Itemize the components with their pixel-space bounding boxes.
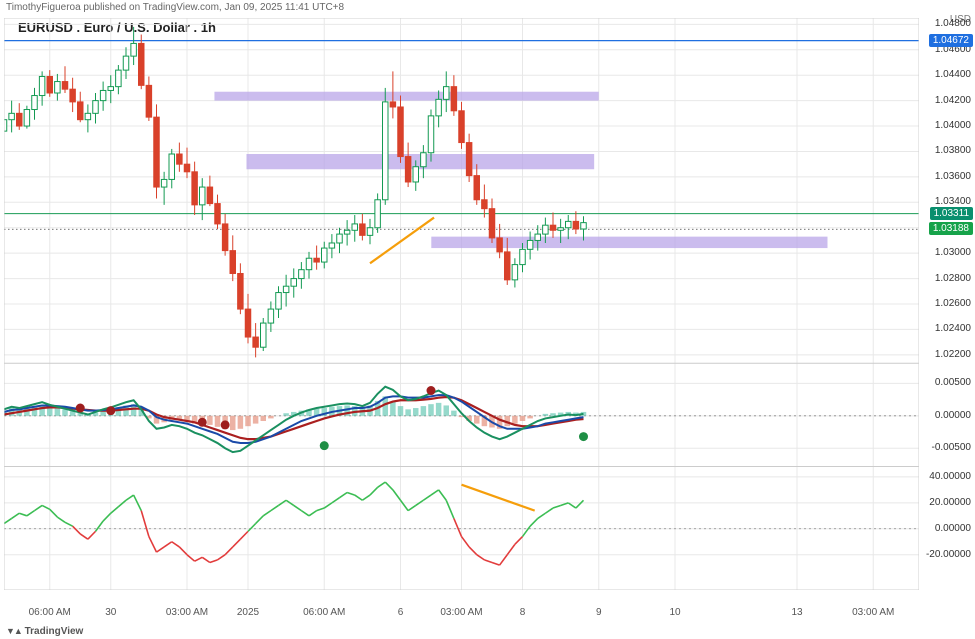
x-tick-label: 06:00 AM [29, 607, 71, 618]
tradingview-logo: ▼▲ TradingView [6, 626, 83, 637]
y-tick-label: 20.00000 [929, 497, 971, 508]
price-tag: 1.04672 [929, 34, 973, 47]
price-tag: 1.03311 [930, 207, 973, 220]
y-tick-label: 1.03600 [935, 171, 971, 182]
y-tick-label: 1.03800 [935, 145, 971, 156]
price-tag: 1.03188 [929, 222, 973, 235]
publish-header: TimothyFigueroa published on TradingView… [6, 2, 344, 13]
x-tick-label: 03:00 AM [166, 607, 208, 618]
x-tick-label: 13 [791, 607, 802, 618]
x-axis[interactable]: 06:00 AM 30 03:00 AM 2025 06:00 AM 6 03:00 AM 8… [4, 607, 923, 623]
y-tick-label: -0.00500 [932, 442, 971, 453]
x-tick-label: 06:00 AM [303, 607, 345, 618]
y-tick-label: -20.00000 [926, 549, 971, 560]
y-tick-label: 1.04400 [935, 69, 971, 80]
y-tick-label: 1.02600 [935, 298, 971, 309]
x-tick-label: 10 [669, 607, 680, 618]
y-axis-right[interactable]: USD1.022001.024001.026001.028001.030001.… [925, 18, 975, 607]
y-tick-label: 0.00000 [935, 410, 971, 421]
y-tick-label: 1.03000 [935, 247, 971, 258]
x-tick-label: 30 [105, 607, 116, 618]
y-tick-label: 1.04200 [935, 95, 971, 106]
x-tick-label: 6 [398, 607, 404, 618]
y-tick-label: 1.02400 [935, 323, 971, 334]
x-tick-label: 9 [596, 607, 602, 618]
y-tick-label: 40.00000 [929, 471, 971, 482]
y-tick-label: 1.03400 [935, 196, 971, 207]
chart-area[interactable] [4, 18, 923, 607]
y-tick-label: 0.00500 [935, 377, 971, 388]
x-tick-label: 03:00 AM [440, 607, 482, 618]
y-tick-label: 1.02200 [935, 349, 971, 360]
y-tick-label: 1.04000 [935, 120, 971, 131]
y-tick-label: 1.02800 [935, 273, 971, 284]
y-tick-label: 0.00000 [935, 523, 971, 534]
x-tick-label: 8 [520, 607, 526, 618]
x-tick-label: 2025 [237, 607, 259, 618]
y-tick-label: 1.04800 [935, 18, 971, 29]
chart-svg[interactable] [4, 18, 919, 590]
tv-icon: ▼▲ [6, 626, 22, 636]
x-tick-label: 03:00 AM [852, 607, 894, 618]
